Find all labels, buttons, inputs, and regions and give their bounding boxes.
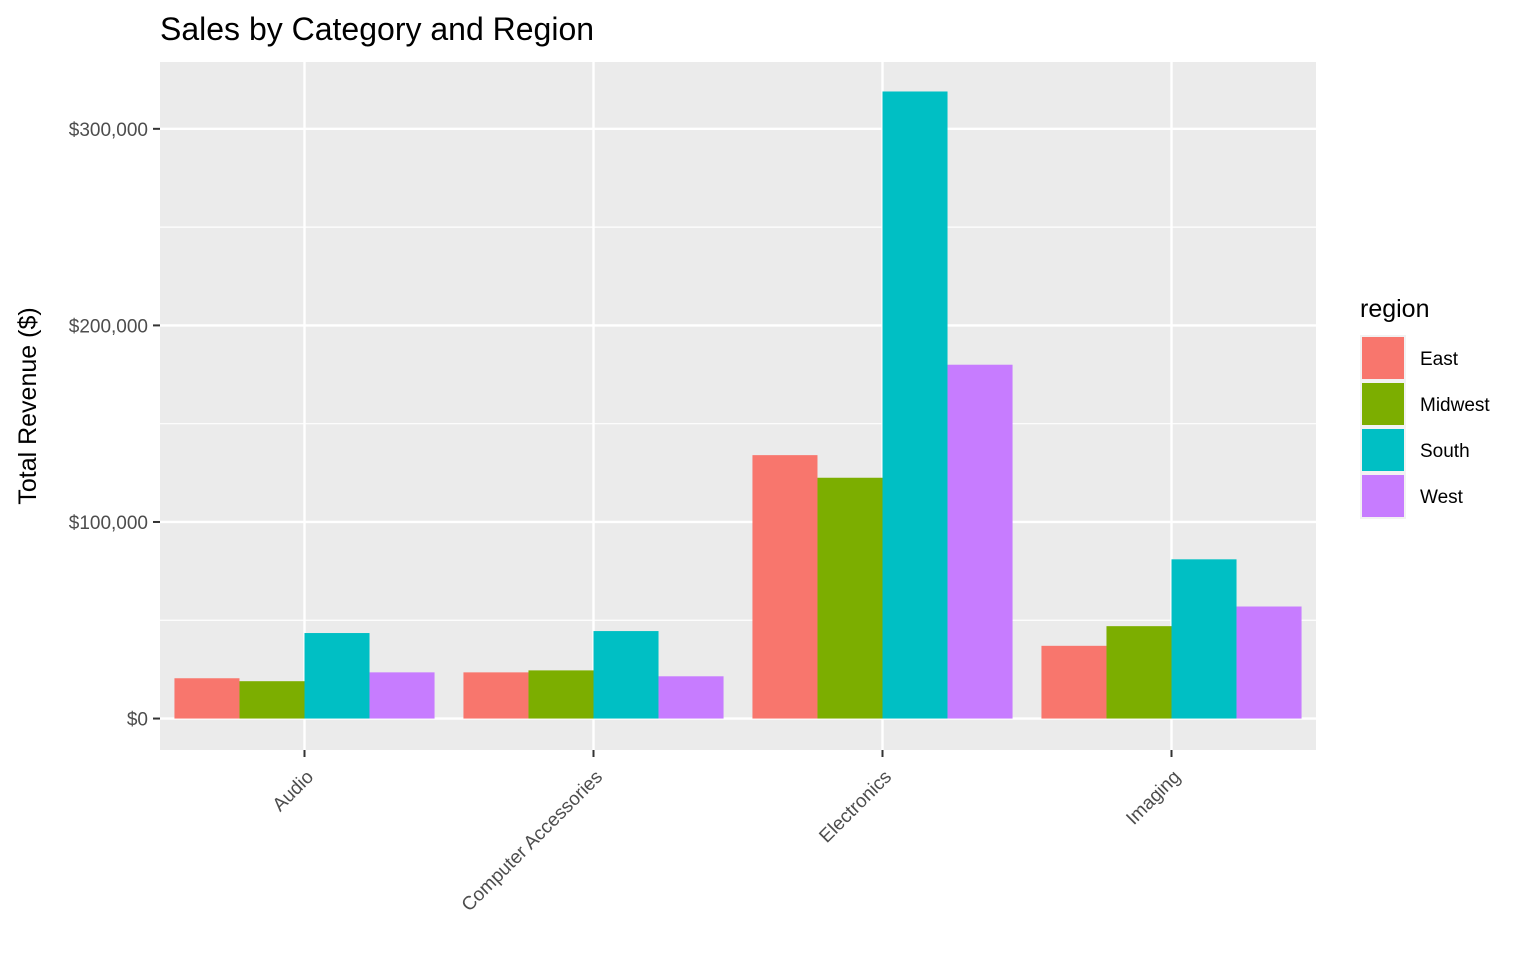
bars	[174, 91, 1302, 719]
y-tick-label: $0	[127, 710, 148, 731]
bar-east-electronics	[752, 455, 818, 719]
legend-title: region	[1360, 295, 1430, 323]
legend-label-midwest: Midwest	[1420, 395, 1490, 416]
x-tick-label: Computer Accessories	[458, 767, 607, 916]
bar-east-imaging	[1041, 645, 1107, 719]
legend-label-west: West	[1420, 487, 1464, 508]
y-tick-label: $200,000	[69, 316, 148, 337]
bar-south-computer-accessories	[593, 631, 659, 719]
y-tick-label: $300,000	[69, 120, 148, 141]
bar-east-audio	[174, 678, 240, 719]
legend-swatch-west	[1362, 475, 1404, 517]
bar-south-imaging	[1171, 559, 1237, 719]
grid-minor	[160, 226, 1316, 621]
chart-title: Sales by Category and Region	[160, 11, 594, 47]
bar-west-audio	[369, 672, 435, 719]
bar-east-computer-accessories	[463, 672, 529, 719]
bar-west-electronics	[947, 364, 1013, 719]
legend-label-east: East	[1420, 349, 1459, 370]
x-tick-label: Audio	[269, 767, 318, 816]
bar-west-computer-accessories	[658, 676, 724, 719]
bar-west-imaging	[1236, 606, 1302, 719]
bar-midwest-computer-accessories	[528, 670, 594, 719]
bar-midwest-electronics	[817, 477, 883, 719]
x-tick-label: Imaging	[1122, 767, 1185, 830]
bar-south-electronics	[882, 91, 948, 719]
bar-south-audio	[304, 633, 370, 719]
legend-swatch-east	[1362, 337, 1404, 379]
y-axis-title: Total Revenue ($)	[14, 307, 42, 504]
y-tick-label: $100,000	[69, 513, 148, 534]
legend: region East Midwest South West	[1360, 295, 1490, 519]
legend-swatch-midwest	[1362, 383, 1404, 425]
x-tick-label: Electronics	[815, 767, 896, 848]
legend-label-south: South	[1420, 441, 1470, 462]
y-axis: $0 $100,000 $200,000 $300,000	[69, 120, 160, 731]
x-axis: Audio Computer Accessories Electronics Imag…	[269, 750, 1185, 916]
bar-midwest-imaging	[1106, 626, 1172, 719]
legend-swatch-south	[1362, 429, 1404, 471]
bar-midwest-audio	[239, 681, 305, 719]
